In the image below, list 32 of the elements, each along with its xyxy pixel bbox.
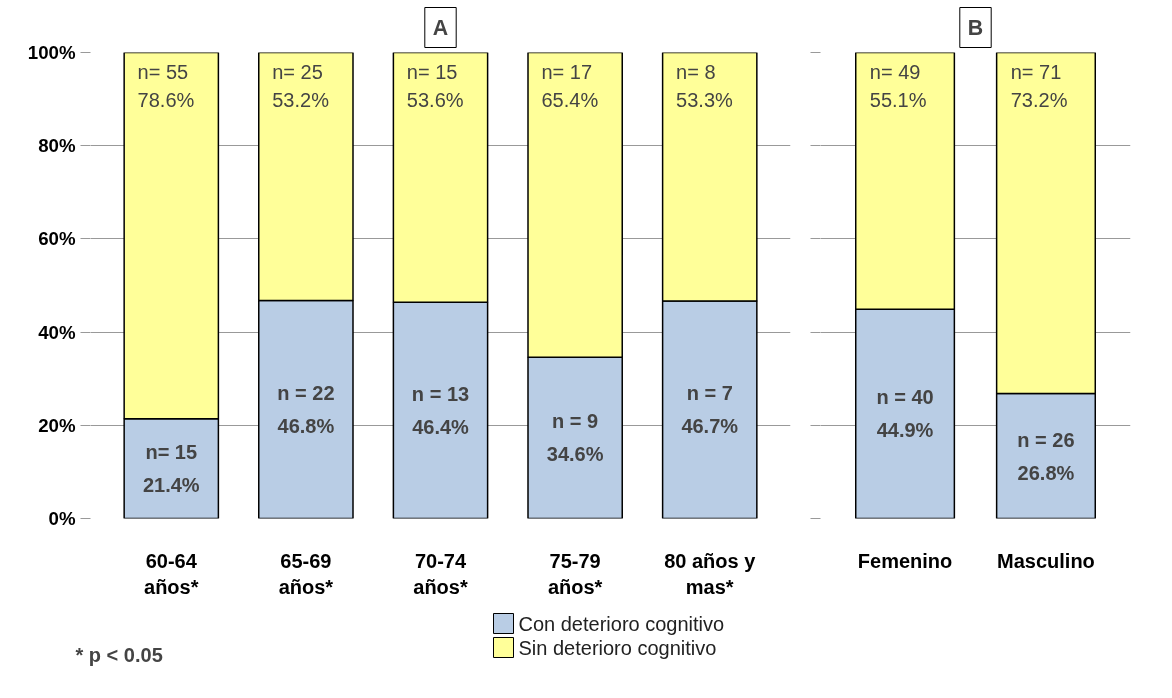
data-label: n = 9 34.6% [546,410,604,466]
x-tick-label: 70-74 años* [413,549,468,598]
data-label: n= 49 55.1% [869,60,927,112]
x-tick-label: Masculino [997,549,1095,572]
chart-title: B [967,15,984,40]
y-tick-label: 80% [38,135,76,157]
legend-label: Sin deterioro cognitivo [518,636,717,659]
x-tick-label: 75-79 años* [547,549,603,598]
data-label: n = 26 26.8% [1017,428,1075,484]
x-tick-label: 60-64 años* [144,549,199,598]
chart-title: A [432,15,449,40]
data-label: n= 8 53.3% [676,60,733,112]
data-label: n = 7 46.7% [681,382,739,438]
x-tick-label: Femenino [857,549,953,572]
data-label: n = 13 46.4% [411,382,470,438]
data-label: n= 71 73.2% [1010,60,1068,112]
data-label: n= 55 78.6% [137,60,195,112]
x-tick-label: 80 años y mas* [664,549,757,598]
data-label: n = 40 44.9% [876,386,934,442]
data-label: n= 15 21.4% [142,441,200,497]
text: * p < 0.05 [75,643,163,666]
x-tick-label: 65-69 años* [278,549,334,598]
y-tick-label: 40% [38,321,76,343]
data-label: n= 15 53.6% [406,60,464,112]
data-label: n = 22 46.8% [277,381,335,437]
legend-label: Con deterioro cognitivo [518,612,725,635]
y-tick-label: 60% [38,228,76,250]
y-tick-label: 100% [27,42,76,63]
data-label: n= 17 65.4% [541,60,599,112]
data-label: n= 25 53.2% [272,60,330,112]
y-tick-label: 0% [48,508,76,529]
y-tick-label: 20% [38,414,76,436]
